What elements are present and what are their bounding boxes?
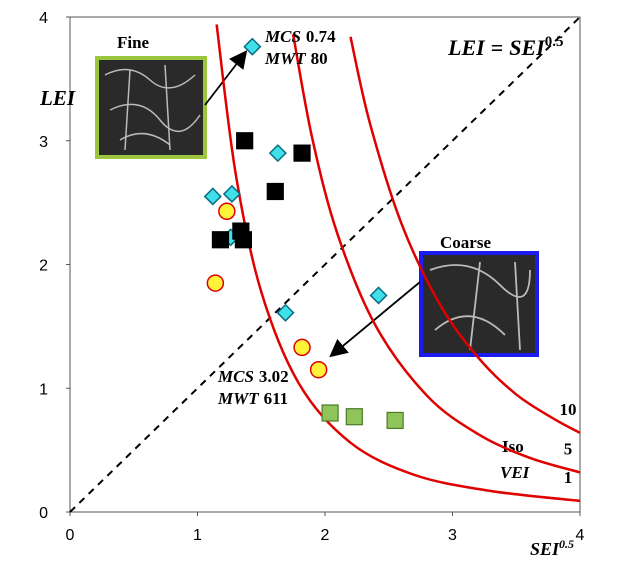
annotation-key: MWT (264, 49, 306, 68)
annotation: MCS 3.02 (217, 367, 289, 386)
y-tick-label: 3 (39, 134, 48, 151)
annotation-key: MCS (217, 367, 254, 386)
annotation: MWT 611 (217, 389, 288, 408)
annotation: MWT 80 (264, 49, 328, 68)
circle-point (218, 202, 236, 221)
curve-label: 5 (564, 439, 573, 458)
y-tick-label: 1 (39, 381, 48, 398)
y-tick-label: 2 (39, 258, 48, 275)
annotation-key: MCS (264, 27, 301, 46)
curve-title: Iso (502, 437, 524, 456)
x-tick-label: 4 (576, 527, 585, 544)
square-point (321, 404, 339, 422)
square-point (234, 231, 252, 249)
iso-curve (291, 34, 581, 474)
arrow (204, 50, 248, 106)
iso-curve (215, 24, 581, 503)
eq-sign: = (491, 35, 504, 60)
y-axis-label: LEI (39, 86, 76, 110)
curve-label: 1 (564, 468, 573, 487)
arrow (329, 281, 421, 358)
diamond-point (369, 286, 388, 305)
annotation-key: MWT (217, 389, 259, 408)
inset-label: Coarse (440, 233, 491, 252)
reference-line (69, 16, 581, 513)
equation: LEI = SEI0.5 (447, 34, 563, 60)
square-point (386, 411, 404, 430)
x-tick-label: 2 (321, 527, 330, 544)
diamond-point (203, 187, 222, 206)
x-axis-label: SEI0.5 (530, 537, 574, 559)
square-point (236, 132, 254, 150)
annotation: MCS 0.74 (264, 27, 336, 46)
curve-label: 10 (560, 400, 577, 419)
iso-curve (349, 36, 581, 434)
diamond-point (268, 144, 287, 163)
annotation-value: 80 (311, 49, 328, 68)
square-point (293, 144, 311, 162)
fine-inset (95, 56, 207, 159)
inset-label: Fine (117, 33, 150, 52)
curve-title: VEI (500, 463, 531, 482)
annotation-value: 3.02 (259, 367, 289, 386)
annotation-value: 0.74 (306, 27, 336, 46)
y-tick-label: 0 (39, 505, 48, 522)
square-point (266, 182, 284, 201)
eq-left: LEI (447, 35, 486, 60)
x-label-sup: 0.5 (559, 537, 574, 551)
diamond-point (243, 37, 262, 56)
x-label-main: SEI (530, 539, 560, 559)
y-tick-label: 4 (39, 10, 48, 27)
circle-point (206, 274, 225, 292)
x-tick-label: 0 (66, 527, 75, 544)
circle-point (309, 360, 328, 379)
square-point (345, 408, 363, 426)
annotation-value: 611 (264, 389, 289, 408)
diamond-point (276, 303, 295, 322)
diamond-point (222, 184, 241, 204)
x-tick-label: 1 (193, 527, 202, 544)
circle-point (293, 338, 311, 357)
x-tick-label: 3 (448, 527, 457, 544)
square-point (211, 231, 230, 249)
